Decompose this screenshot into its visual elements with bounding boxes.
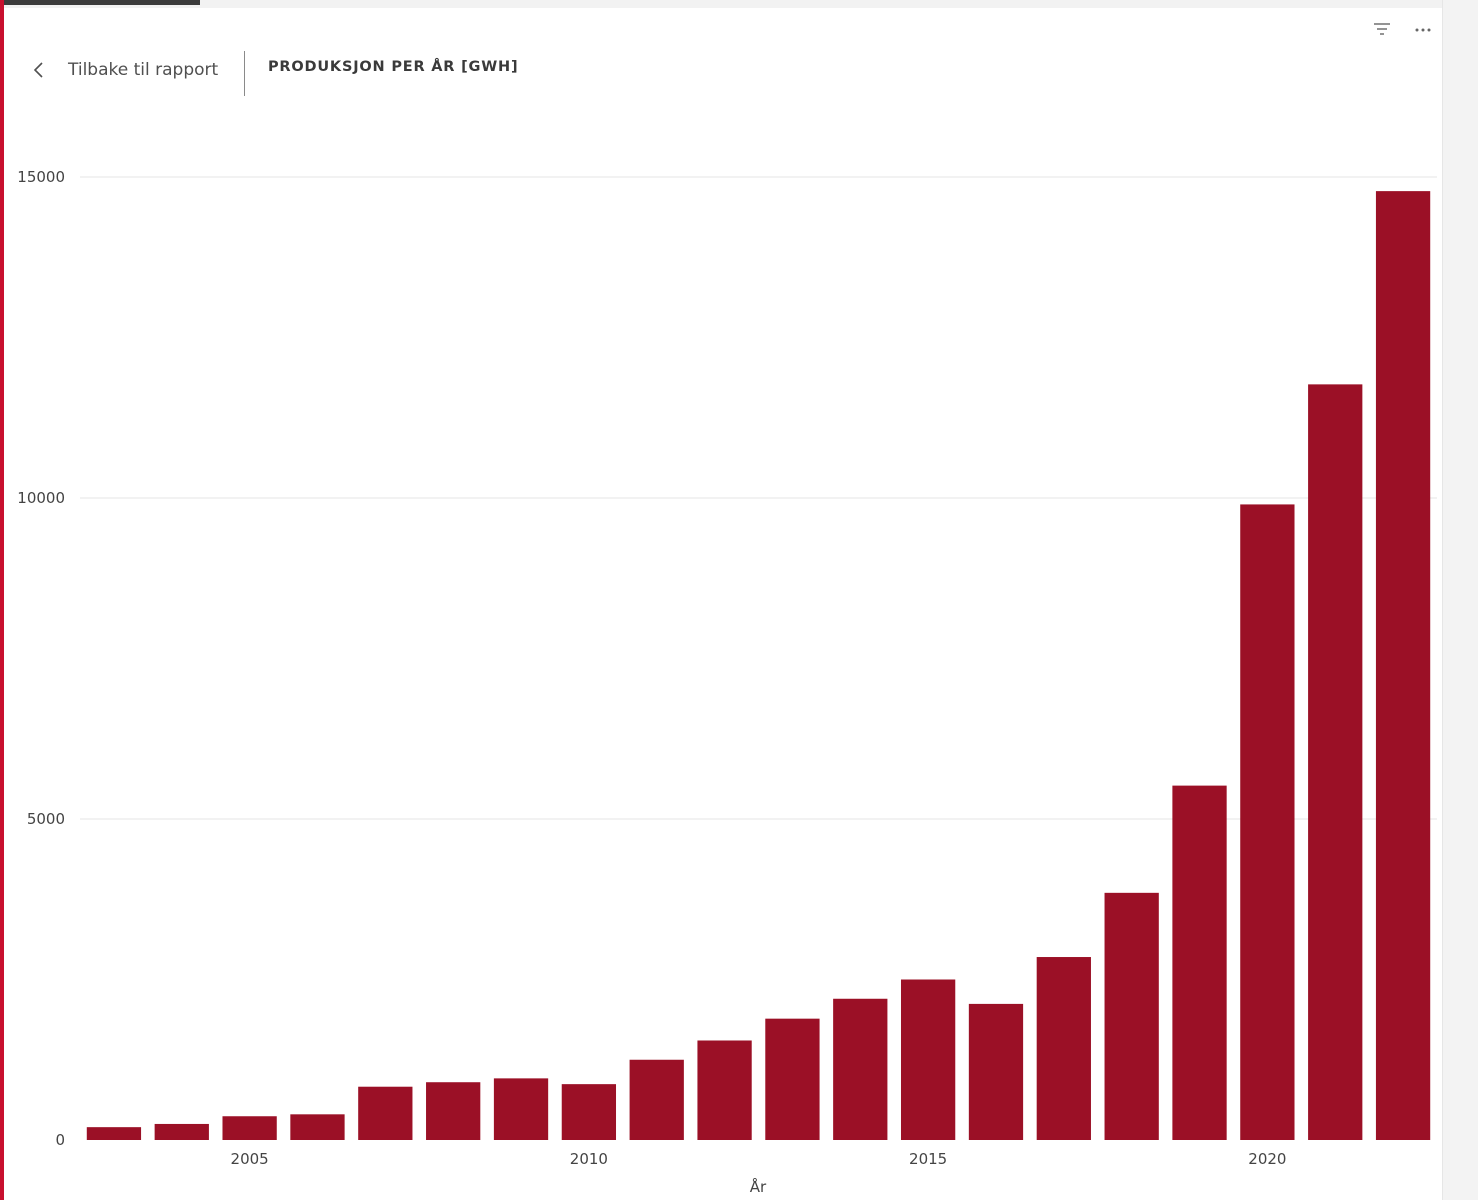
bar-2005[interactable] [222, 1116, 277, 1140]
bar-2017[interactable] [1036, 957, 1091, 1140]
more-options-icon[interactable] [1411, 18, 1435, 42]
bar-2004[interactable] [154, 1123, 209, 1140]
chevron-left-icon [32, 60, 46, 80]
x-axis-ticks: 2005 2010 2015 2020 [231, 1150, 1287, 1168]
active-tab-indicator [0, 0, 200, 5]
bars [86, 191, 1431, 1141]
bar-2011[interactable] [629, 1059, 684, 1140]
bar-2006[interactable] [290, 1114, 345, 1140]
gridlines [80, 176, 1437, 820]
x-tick-label: 2010 [570, 1150, 608, 1168]
bar-2019[interactable] [1172, 785, 1227, 1140]
window-top-strip [0, 0, 1478, 8]
bar-2021[interactable] [1308, 384, 1363, 1141]
y-tick-label: 15000 [17, 168, 65, 186]
header-divider [244, 51, 245, 96]
bar-2012[interactable] [697, 1040, 752, 1140]
back-link-label: Tilbake til rapport [68, 60, 219, 80]
bar-2014[interactable] [833, 998, 888, 1140]
y-tick-label: 5000 [27, 810, 65, 828]
x-axis-title: År [750, 1177, 767, 1196]
bar-2007[interactable] [358, 1086, 413, 1140]
bar-2015[interactable] [900, 979, 956, 1141]
bar-chart: 0 5000 10000 15000 2005 2010 2015 2020 År [17, 168, 1437, 1196]
bar-2003[interactable] [86, 1127, 142, 1140]
visual-title: PRODUKSJON PER ÅR [GWH] [268, 59, 519, 75]
bar-2008[interactable] [426, 1082, 481, 1140]
bar-2009[interactable] [493, 1078, 549, 1140]
y-tick-label: 10000 [17, 489, 65, 507]
background-report-edge [1442, 0, 1478, 1200]
focus-mode-header: Tilbake til rapport PRODUKSJON PER ÅR [G… [4, 8, 1442, 108]
y-tick-label: 0 [55, 1131, 65, 1149]
bar-2022[interactable] [1375, 191, 1431, 1140]
left-accent-bar [0, 0, 4, 1200]
bar-2020[interactable] [1240, 504, 1295, 1140]
x-tick-label: 2015 [909, 1150, 947, 1168]
filter-icon[interactable] [1370, 18, 1394, 42]
x-tick-label: 2020 [1248, 1150, 1286, 1168]
bar-2018[interactable] [1104, 892, 1159, 1140]
bar-2013[interactable] [765, 1018, 820, 1140]
bar-2016[interactable] [968, 1003, 1024, 1140]
back-to-report-link[interactable]: Tilbake til rapport [32, 50, 218, 90]
y-axis-ticks: 0 5000 10000 15000 [17, 168, 65, 1149]
bar-2010[interactable] [561, 1084, 617, 1140]
x-tick-label: 2005 [231, 1150, 269, 1168]
